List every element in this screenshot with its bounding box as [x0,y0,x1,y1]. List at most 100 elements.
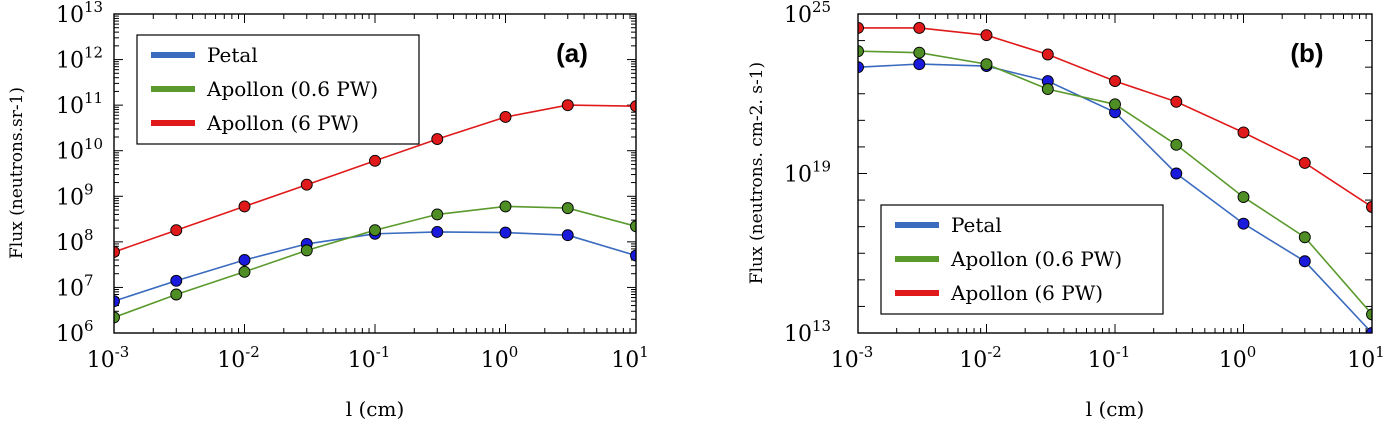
x-tick-label-exp: 0 [1247,343,1257,361]
y-tick-label-base: 10 [784,3,812,28]
x-tick-label: 10-1 [348,343,391,373]
x-tick-label-base: 10 [1219,348,1247,373]
y-tick-label-exp: 7 [84,272,94,290]
data-point [858,61,864,74]
y-tick-label: 106 [56,317,94,347]
data-point [1237,217,1250,230]
x-tick-label-exp: -1 [376,343,391,361]
y-tick-label-exp: 13 [812,317,831,335]
legend-label: Apollon (6 PW) [950,281,1103,305]
data-point [369,224,381,237]
y-tick-label-base: 10 [56,322,84,347]
series-1 [858,45,1372,321]
y-tick-label-base: 10 [784,163,812,188]
data-point [1041,83,1054,96]
x-tick-label: 10-1 [1088,343,1131,373]
legend: Petal Apollon (0.6 PW) Apollon (6 PW) [880,204,1164,315]
x-tick-label-base: 10 [959,348,987,373]
x-tick-label-base: 10 [217,348,245,373]
x-tick-label: 101 [611,343,649,373]
y-tick-label-exp: 10 [84,135,103,153]
x-tick-label-base: 10 [831,348,859,373]
x-tick-label: 10-2 [959,343,1002,373]
legend-label: Apollon (0.6 PW) [950,247,1122,271]
y-tick-label-base: 10 [56,231,84,256]
data-point [1366,327,1372,333]
data-point [1366,201,1372,213]
data-point [238,265,251,278]
data-point [630,220,636,233]
x-tick-label: 10-3 [87,343,130,373]
data-point [114,311,120,324]
panel-label: (b) [1290,38,1323,68]
series-2 [858,21,1372,213]
y-tick-label: 1025 [784,0,831,28]
y-tick-label-base: 10 [56,3,84,28]
data-point [1109,75,1121,88]
x-tick-label-base: 10 [1088,348,1116,373]
data-point [1109,98,1121,111]
x-tick-label-exp: -2 [245,343,260,361]
y-tick-label-exp: 12 [84,44,103,62]
data-point [114,246,120,258]
x-tick-label-base: 10 [348,348,376,373]
data-point [238,200,251,213]
y-tick-label-exp: 11 [84,89,103,107]
data-point [114,295,120,308]
data-point [630,100,636,113]
y-axis-label: Flux (neutrons. cm-2. s-1) [747,62,767,284]
x-tick-label-exp: -3 [115,343,130,361]
data-point [1170,167,1183,180]
data-point [913,58,926,71]
x-tick-label-exp: -2 [987,343,1002,361]
data-point [499,111,512,123]
legend: Petal Apollon (0.6 PW) Apollon (6 PW) [136,34,420,145]
y-tick-label: 1019 [784,158,831,188]
data-point [1170,138,1183,151]
data-point [170,288,183,301]
y-tick-label-exp: 25 [812,0,831,16]
y-tick-label-base: 10 [56,94,84,119]
data-point [913,21,926,34]
plot-frame [113,13,637,334]
y-tick-label-base: 10 [56,140,84,165]
x-tick-label-base: 10 [481,348,509,373]
x-tick-label-base: 10 [611,348,639,373]
data-point [561,202,574,215]
data-point [431,133,444,146]
chart-panel-a: 10-3 10-2 10-1 100 1011061071081091010101110… [7,0,649,421]
data-point [913,46,926,59]
y-tick-label: 107 [56,272,94,302]
data-point [1366,308,1372,321]
data-point [300,178,313,191]
legend-label: Apollon (0.6 PW) [206,77,378,101]
data-point [499,200,512,213]
series-0 [114,225,636,308]
x-tick-label-exp: 1 [1375,343,1385,361]
data-point [300,244,313,257]
x-tick-label: 10-2 [217,343,260,373]
data-point [561,99,574,112]
y-tick-label-exp: 8 [84,226,94,244]
x-tick-label-exp: 1 [639,343,649,361]
y-tick-label-base: 10 [56,276,84,301]
y-axis-label: Flux (neutrons.sr-1) [7,87,27,259]
data-point [980,29,993,42]
data-point [1298,255,1311,268]
data-point [431,208,444,221]
data-point [499,226,512,239]
y-tick-label-exp: 9 [84,180,94,198]
panel-label: (a) [556,38,588,68]
data-point [238,254,251,266]
series-2 [114,99,636,258]
y-tick-label: 1012 [56,44,103,74]
x-tick-label: 101 [1347,343,1385,373]
data-point [980,58,993,71]
data-point [170,274,183,287]
x-tick-label: 100 [1219,343,1257,373]
y-tick-label: 1010 [56,135,103,165]
legend-label: Petal [207,43,258,67]
x-tick-label: 10-3 [831,343,874,373]
x-tick-label-base: 10 [87,348,115,373]
